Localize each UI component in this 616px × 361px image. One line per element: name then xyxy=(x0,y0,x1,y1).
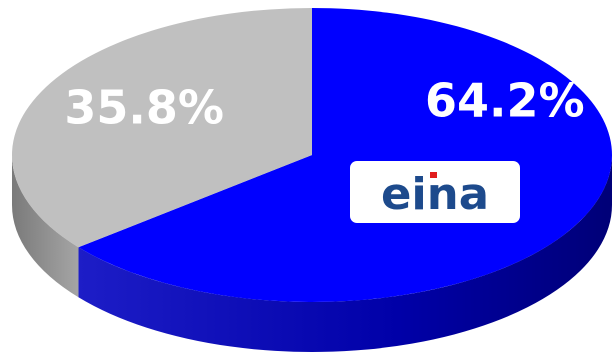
pie-sides xyxy=(12,155,613,352)
pie-slice-1 xyxy=(78,8,613,303)
eina-logo: eina xyxy=(350,161,520,223)
slice-label-1: 64.2% xyxy=(425,73,585,127)
slice-label-2: 35.8% xyxy=(64,81,224,135)
pie-labels: 64.2% 35.8% xyxy=(64,73,584,134)
logo-background xyxy=(350,161,520,223)
logo-accent-dot xyxy=(430,172,437,178)
pie-slice-2 xyxy=(12,8,313,248)
pie-slice-side-1 xyxy=(78,155,613,352)
pie-slice-side-2 xyxy=(12,155,79,298)
pie-tops xyxy=(12,8,613,303)
